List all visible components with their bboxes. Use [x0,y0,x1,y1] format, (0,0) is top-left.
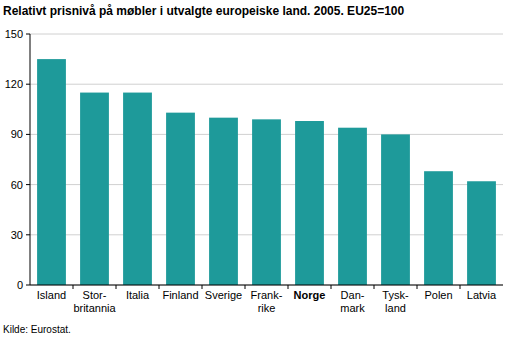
y-tick-label: 30 [11,229,23,241]
x-separator [460,285,461,289]
y-tick-label: 150 [5,28,23,40]
x-separator [73,285,74,289]
bar [295,121,324,285]
y-tick-label: 90 [11,128,23,140]
x-tick-label: Sverige [205,289,242,301]
bar [209,118,238,285]
title: Relativt prisnivå på møbler i utvalgte e… [3,4,404,18]
bar [80,93,109,285]
bar [37,59,66,285]
bar [424,171,453,285]
x-tick-label: Tysk-land [382,289,409,314]
bars [37,59,496,285]
x-axis [30,285,503,286]
y-tick [26,285,30,286]
bar [123,93,152,285]
bar [166,113,195,285]
x-separator [116,285,117,289]
x-separator [159,285,160,289]
x-separator [417,285,418,289]
y-tick [26,84,30,85]
x-tick-label: Italia [126,289,150,301]
chart: Relativt prisnivå på møbler i utvalgte e… [0,0,511,339]
x-tick-label: Polen [424,289,452,301]
x-tick-label: Norge [294,289,326,301]
x-tick-label: Latvia [467,289,497,301]
bar [467,181,496,285]
y-tick [26,184,30,185]
bar [381,134,410,285]
y-axis [30,34,31,285]
x-separator [202,285,203,289]
grid-line [30,285,503,286]
source: Kilde: Eurostat. [3,324,71,335]
x-separator [374,285,375,289]
y-tick-label: 0 [17,279,23,291]
bar [252,119,281,285]
x-tick-label: Dan-mark [340,289,365,314]
bar [338,128,367,285]
x-tick-label: Stor-britannia [73,289,116,314]
y-tick-label: 120 [5,78,23,90]
grid-line [30,84,503,85]
x-separator [331,285,332,289]
x-separator [288,285,289,289]
y-tick [26,234,30,235]
x-tick-label: Finland [162,289,198,301]
y-tick-label: 60 [11,179,23,191]
x-tick-label: Island [37,289,66,301]
y-tick [26,34,30,35]
grid-line [30,34,503,35]
x-separator [245,285,246,289]
y-tick [26,134,30,135]
x-tick-label: Frank-rike [251,289,283,314]
